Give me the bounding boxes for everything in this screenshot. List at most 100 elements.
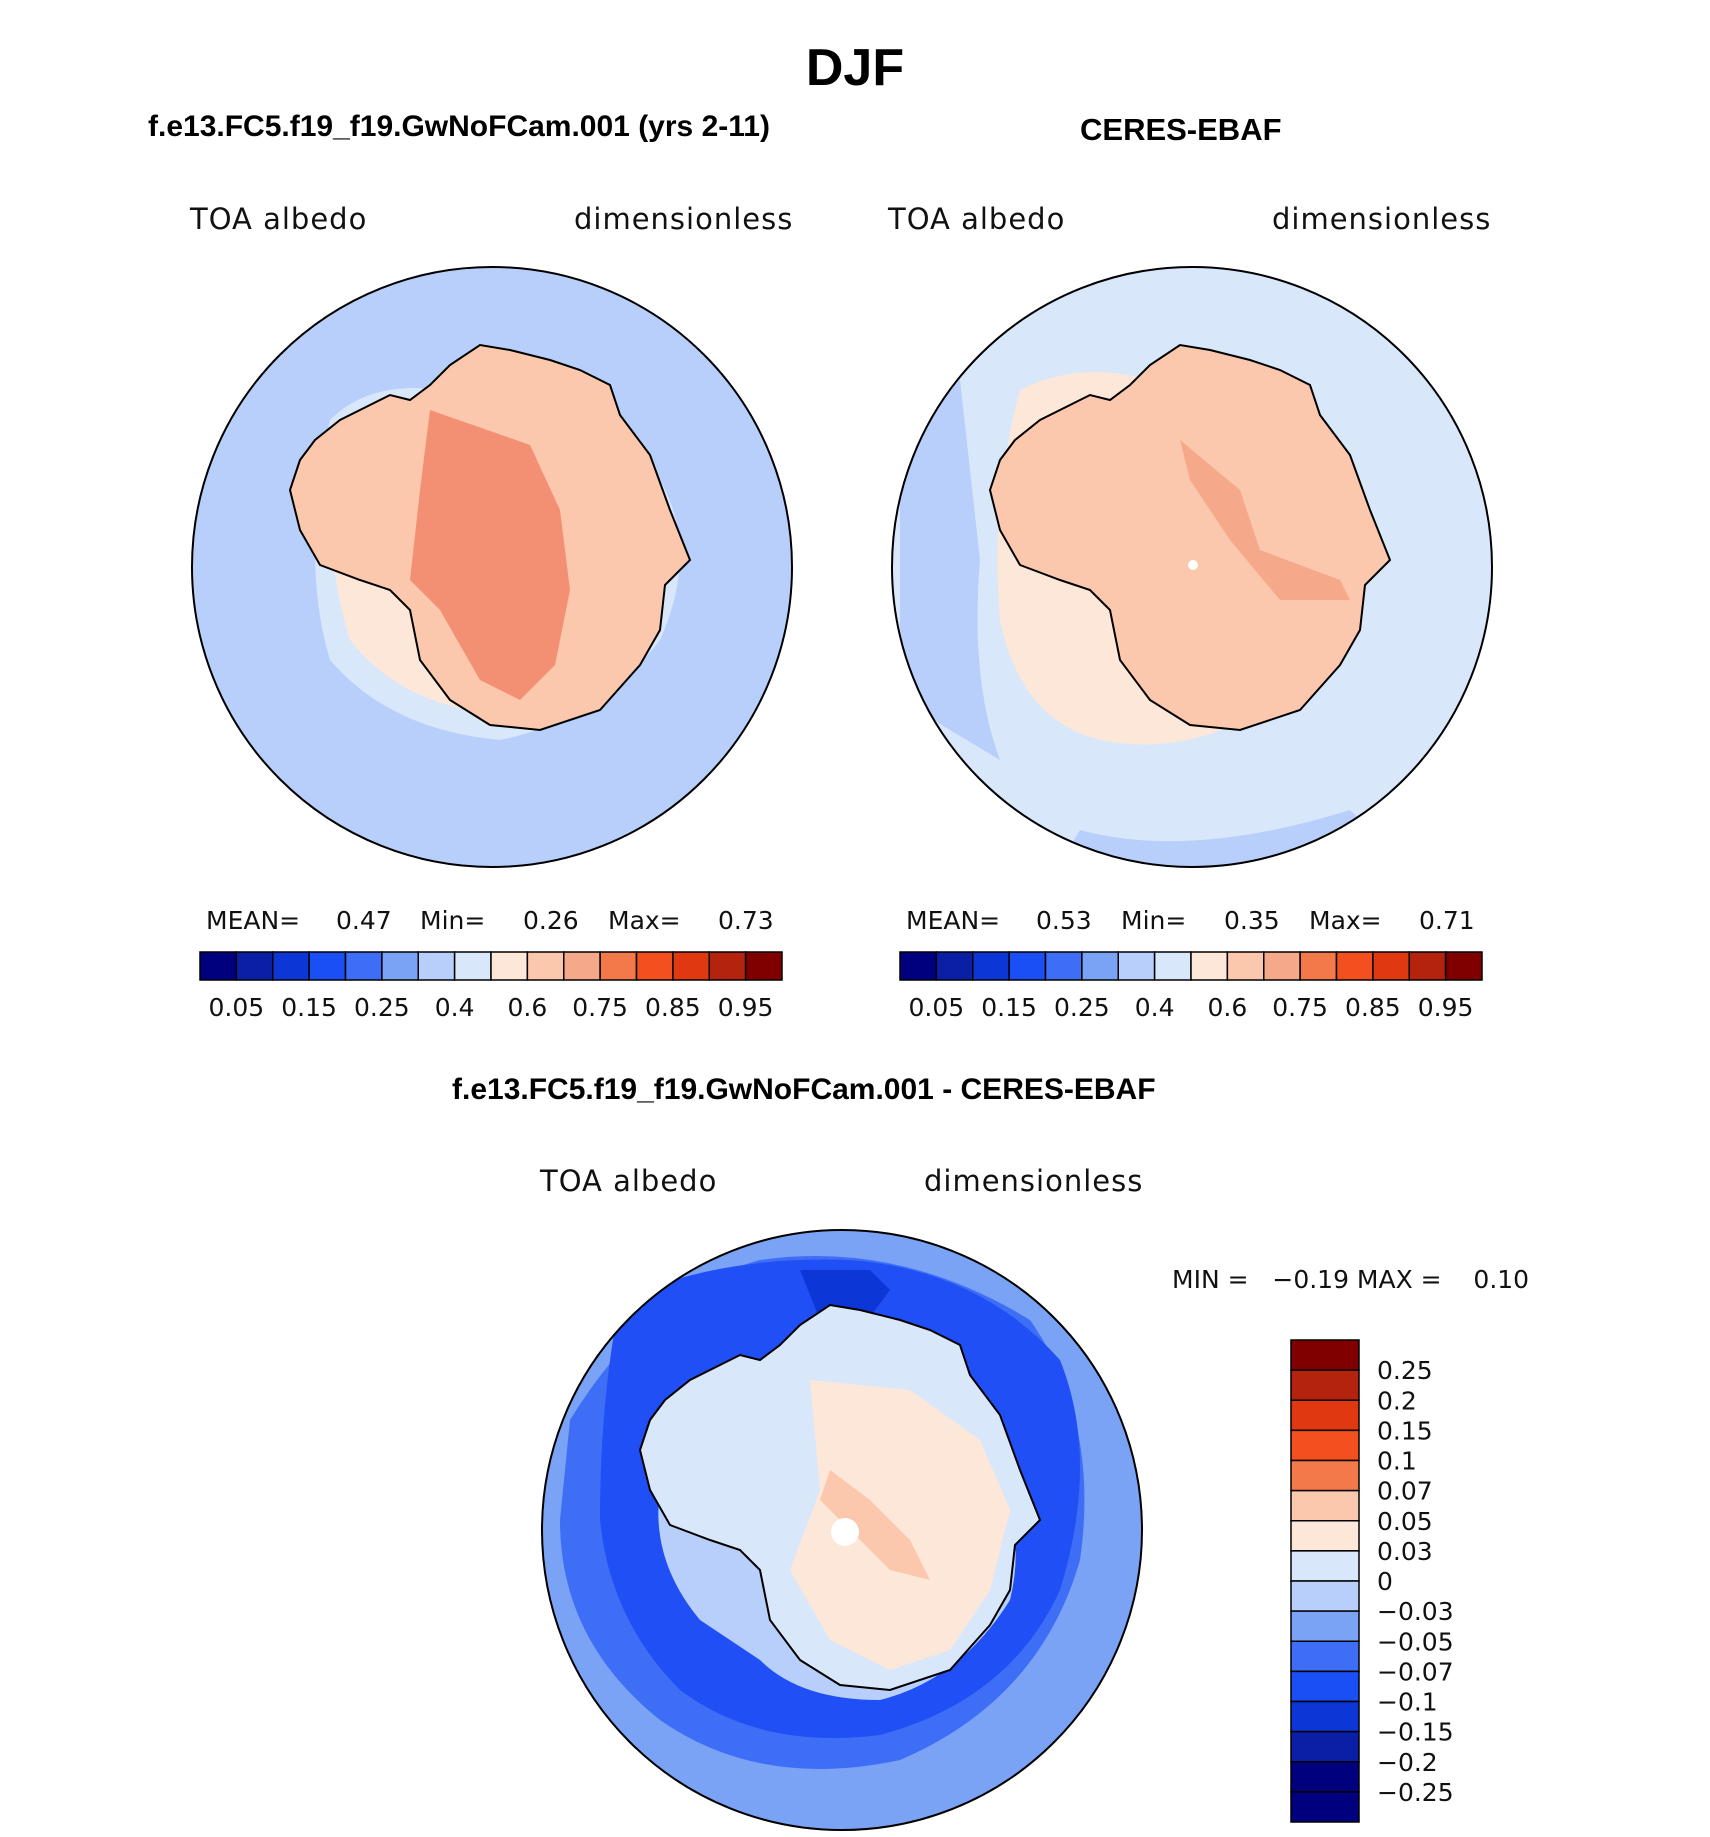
diff-colorbar-swatch [1290,1489,1360,1522]
diff-colorbar-tick-label: 0.25 [1377,1356,1433,1385]
panel-a-units: dimensionless [574,202,794,236]
panel-a-colorbar-tick-label: 0.75 [572,993,628,1022]
panel-b-colorbar-swatch [972,951,1010,981]
panel-a-colorbar: 0.05 0.15 0.25 0.4 0.6 0.75 0.85 0.95 [199,951,783,1022]
panel-a-colorbar-swatch [272,951,310,981]
panel-b-colorbar-tick-label: 0.15 [981,993,1037,1022]
diff-colorbar-swatch [1290,1610,1360,1642]
panel-a-colorbar-tick-label: 0.85 [645,993,701,1022]
panel-a-colorbar-swatch [599,951,638,981]
panel-b-colorbar-swatch [1044,951,1083,981]
panel-b-colorbar: 0.05 0.15 0.25 0.4 0.6 0.75 0.85 0.95 [899,951,1483,1022]
diff-units: dimensionless [924,1164,1144,1198]
panel-a-colorbar-tick-label: 0.6 [507,993,547,1022]
panel-a-colorbar-swatch [708,951,747,981]
panel-b-max-label: Max= [1309,906,1382,935]
diff-map [542,1230,1142,1830]
panel-b-colorbar-swatch [1226,951,1265,981]
panel-b-min-value: 0.35 [1224,906,1280,935]
panel-a-colorbar-swatch [526,951,565,981]
panel-a-min-value: 0.26 [523,906,579,935]
panel-a-variable: TOA albedo [190,202,368,236]
panel-b-colorbar-swatch [899,951,938,981]
panel-b-colorbar-swatch [1372,951,1410,981]
panel-a-colorbar-swatch [635,951,674,981]
diff-colorbar-tick-label: −0.05 [1377,1627,1454,1656]
diff-colorbar-swatch [1290,1761,1360,1793]
diff-variable: TOA albedo [540,1164,718,1198]
diff-colorbar-swatch [1290,1369,1360,1401]
panel-b-map [892,267,1492,867]
diff-colorbar-tick-label: 0.07 [1377,1477,1433,1506]
panel-b-colorbar-swatch [1335,951,1374,981]
panel-a-colorbar-tick-label: 0.95 [718,993,774,1022]
panel-a-colorbar-swatch [344,951,383,981]
panel-b-title: CERES-EBAF [1080,112,1282,147]
diff-colorbar-swatch [1290,1791,1360,1823]
panel-a-colorbar-swatch [308,951,347,981]
diff-min-max: MIN = −0.19 MAX = 0.10 [1172,1265,1530,1294]
panel-a-mean-label: MEAN= [206,906,301,935]
panel-a-colorbar-swatch [199,951,238,981]
diff-colorbar-swatch [1290,1399,1360,1432]
panel-a-colorbar-swatch [490,951,529,981]
panel-a-colorbar-tick-label: 0.25 [354,993,410,1022]
panel-b-colorbar-swatch [935,951,974,981]
diff-colorbar-tick-label: −0.25 [1377,1778,1454,1807]
diff-colorbar-tick-label: 0.2 [1377,1386,1417,1415]
panel-b-max-value: 0.71 [1419,906,1475,935]
panel-a-mean-value: 0.47 [336,906,392,935]
diff-colorbar-swatch [1290,1429,1360,1462]
panel-a-colorbar-swatch [563,951,601,981]
diff-colorbar-tick-label: −0.07 [1377,1657,1454,1686]
panel-b-colorbar-swatch [1444,951,1483,981]
diff-colorbar-swatch [1290,1459,1360,1492]
diff-colorbar-tick-label: −0.15 [1377,1718,1454,1747]
diff-colorbar-swatch [1290,1700,1360,1733]
diff-colorbar-tick-label: 0.15 [1377,1416,1433,1445]
panel-b-colorbar-swatch [1117,951,1156,981]
panel-b-min-label: Min= [1121,906,1187,935]
diff-colorbar-swatch [1290,1550,1360,1582]
panel-b-colorbar-swatch [1408,951,1447,981]
panel-a-min-label: Min= [420,906,486,935]
diff-colorbar-tick-label: 0.03 [1377,1537,1433,1566]
panel-a-colorbar-swatch [235,951,274,981]
diff-colorbar-swatch [1290,1670,1360,1703]
panel-b-colorbar-swatch [1263,951,1301,981]
panel-a-colorbar-swatch [672,951,710,981]
panel-a-colorbar-tick-label: 0.05 [209,993,265,1022]
panel-a-max-label: Max= [608,906,681,935]
diff-colorbar-tick-label: 0.05 [1377,1507,1433,1536]
diff-colorbar-swatch [1290,1580,1360,1612]
panel-a-map [192,267,792,867]
diff-colorbar-swatch [1290,1339,1360,1371]
panel-b-mean-label: MEAN= [906,906,1001,935]
diff-colorbar-tick-label: −0.03 [1377,1597,1454,1626]
panel-b-units: dimensionless [1272,202,1492,236]
panel-a-colorbar-swatch [417,951,456,981]
panel-b-colorbar-swatch [1299,951,1338,981]
diff-colorbar-swatch [1290,1520,1360,1552]
panel-b-colorbar-tick-label: 0.75 [1272,993,1328,1022]
panel-a-colorbar-tick-label: 0.4 [435,993,475,1022]
panel-b-colorbar-swatch [1081,951,1119,981]
panel-b-mean-value: 0.53 [1036,906,1092,935]
panel-b-colorbar-tick-label: 0.6 [1207,993,1247,1022]
panel-b-variable: TOA albedo [888,202,1066,236]
panel-a-colorbar-swatch [381,951,419,981]
panel-a-title: f.e13.FC5.f19_f19.GwNoFCam.001 (yrs 2-11… [148,110,770,143]
season-title: DJF [805,39,905,97]
diff-colorbar-swatch [1290,1640,1360,1673]
panel-b-colorbar-tick-label: 0.25 [1054,993,1110,1022]
diff-colorbar: 0.250.20.150.10.070.050.030−0.03−0.05−0.… [1290,1339,1454,1823]
panel-a-colorbar-tick-label: 0.15 [281,993,337,1022]
diff-colorbar-tick-label: −0.1 [1377,1688,1438,1717]
diff-colorbar-tick-label: 0.1 [1377,1447,1417,1476]
panel-b-colorbar-tick-label: 0.95 [1418,993,1474,1022]
panel-a-colorbar-swatch [744,951,783,981]
panel-a-colorbar-swatch [453,951,492,981]
diff-colorbar-tick-label: −0.2 [1377,1748,1438,1777]
